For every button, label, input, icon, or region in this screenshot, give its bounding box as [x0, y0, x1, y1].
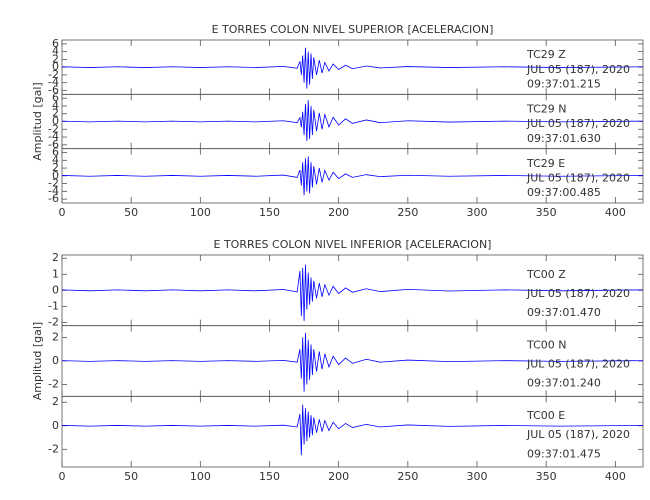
time-label: 09:37:01.215	[527, 78, 601, 91]
y-tick-label: 0	[52, 354, 59, 367]
date-label: JUL 05 (187), 2020	[526, 358, 630, 371]
y-tick-label: 6	[52, 146, 59, 159]
y-tick-label: 6	[52, 37, 59, 50]
y-tick-label: 2	[52, 107, 59, 120]
y-axis-label: Amplitud [gal]	[31, 82, 44, 160]
x-tick-label: 400	[605, 470, 626, 483]
station-label: TC29 Z	[526, 48, 566, 61]
y-tick-label: -2	[48, 442, 59, 455]
y-tick-label: -2	[48, 315, 59, 328]
chart-title: E TORRES COLON NIVEL INFERIOR [ACELERACI…	[214, 238, 492, 251]
y-tick-label: -6	[48, 192, 59, 205]
y-tick-label: 0	[52, 169, 59, 182]
y-tick-label: 2	[52, 330, 59, 343]
waveform	[61, 100, 644, 141]
time-label: 09:37:01.240	[527, 377, 601, 390]
y-tick-label: -2	[48, 177, 59, 190]
subplot-frame	[61, 395, 644, 468]
y-tick-label: 0	[52, 283, 59, 296]
x-tick-label: 250	[397, 206, 418, 219]
y-axis-label: Amplitud [gal]	[31, 322, 44, 400]
x-tick-label: 100	[190, 206, 211, 219]
y-tick-label: 4	[52, 45, 59, 58]
y-tick-label: -6	[48, 138, 59, 151]
x-tick-label: 150	[259, 470, 280, 483]
x-tick-label: 50	[124, 206, 138, 219]
y-tick-label: 4	[52, 153, 59, 166]
waveform	[61, 264, 644, 321]
y-tick-label: -2	[48, 122, 59, 135]
y-tick-label: -2	[48, 68, 59, 81]
y-tick-label: 1	[52, 267, 59, 280]
x-tick-label: 400	[605, 206, 626, 219]
station-label: TC29 E	[526, 157, 565, 170]
chart-title: E TORRES COLON NIVEL SUPERIOR [ACELERACI…	[212, 23, 494, 36]
x-tick-label: 0	[59, 206, 66, 219]
station-label: TC00 N	[526, 338, 566, 351]
time-label: 09:37:01.470	[527, 306, 601, 319]
time-label: 09:37:00.485	[527, 186, 601, 199]
x-tick-label: 250	[397, 470, 418, 483]
y-tick-label: 4	[52, 99, 59, 112]
x-tick-label: 350	[536, 470, 557, 483]
y-tick-label: 2	[52, 52, 59, 65]
y-tick-label: -4	[48, 76, 59, 89]
date-label: JUL 05 (187), 2020	[526, 287, 630, 300]
y-tick-label: -4	[48, 184, 59, 197]
x-tick-label: 200	[328, 470, 349, 483]
station-label: TC00 E	[526, 409, 565, 422]
y-tick-label: 0	[52, 60, 59, 73]
x-tick-label: 350	[536, 206, 557, 219]
date-label: JUL 05 (187), 2020	[526, 117, 630, 130]
y-tick-label: -1	[48, 299, 59, 312]
station-label: TC00 Z	[526, 268, 566, 281]
waveform	[61, 47, 644, 89]
station-label: TC29 N	[526, 103, 566, 116]
y-tick-label: -4	[48, 130, 59, 143]
date-label: JUL 05 (187), 2020	[526, 428, 630, 441]
y-tick-label: 6	[52, 91, 59, 104]
x-tick-label: 300	[467, 206, 488, 219]
waveform	[61, 404, 644, 456]
time-label: 09:37:01.475	[527, 447, 601, 460]
y-tick-label: -6	[48, 83, 59, 96]
x-tick-label: 100	[190, 470, 211, 483]
y-tick-label: 2	[52, 161, 59, 174]
y-tick-label: -2	[48, 378, 59, 391]
time-label: 09:37:01.630	[527, 132, 601, 145]
y-tick-label: 0	[52, 115, 59, 128]
x-tick-label: 200	[328, 206, 349, 219]
waveform	[61, 156, 644, 196]
y-tick-label: 2	[52, 251, 59, 264]
x-tick-label: 50	[124, 470, 138, 483]
date-label: JUL 05 (187), 2020	[526, 172, 630, 185]
y-tick-label: 0	[52, 419, 59, 432]
x-tick-label: 300	[467, 470, 488, 483]
date-label: JUL 05 (187), 2020	[526, 63, 630, 76]
x-tick-label: 0	[59, 470, 66, 483]
waveform	[61, 332, 644, 392]
x-tick-label: 150	[259, 206, 280, 219]
y-tick-label: 2	[52, 395, 59, 408]
